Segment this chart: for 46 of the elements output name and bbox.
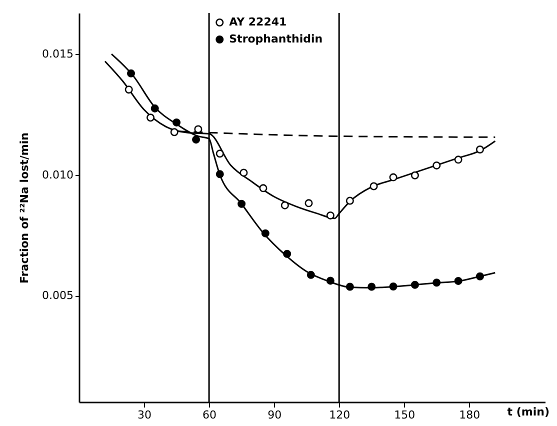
x-tick-label: 150 — [394, 408, 416, 422]
point — [304, 199, 313, 208]
point — [370, 182, 378, 190]
y-tick-label: 0.010 — [42, 168, 74, 182]
point — [326, 211, 334, 220]
point — [240, 168, 248, 177]
point — [454, 156, 462, 164]
legend-label: AY 22241 — [229, 16, 287, 28]
point — [476, 272, 484, 280]
point — [216, 150, 224, 158]
x-tick-label: 60 — [202, 408, 217, 422]
point — [170, 128, 178, 136]
point — [346, 196, 354, 205]
y-axis-title: Fraction of ²²Na lost/min — [18, 132, 32, 284]
point — [261, 229, 270, 238]
point — [192, 136, 200, 144]
point — [389, 173, 398, 182]
point — [280, 201, 289, 210]
y-tick-label: 0.015 — [42, 48, 74, 61]
point — [432, 161, 441, 170]
point — [410, 280, 419, 289]
point — [346, 282, 354, 291]
point — [389, 282, 398, 291]
point — [283, 250, 292, 258]
point — [216, 170, 224, 178]
x-tick-label: 180 — [459, 408, 480, 422]
point — [172, 118, 181, 126]
point — [146, 114, 155, 122]
x-tick-label: 90 — [268, 408, 282, 422]
point — [432, 278, 441, 287]
point — [150, 104, 159, 112]
point — [326, 276, 334, 285]
point — [238, 200, 246, 208]
x-tick-label: 30 — [138, 408, 152, 422]
point — [127, 69, 136, 78]
point — [476, 146, 484, 154]
point — [259, 184, 268, 192]
point — [410, 171, 419, 180]
x-tick-label: 120 — [329, 408, 350, 422]
point — [368, 282, 376, 291]
point — [306, 270, 315, 279]
legend-label: Strophanthidin — [229, 32, 323, 46]
point — [454, 276, 462, 285]
point — [124, 86, 133, 94]
y-tick-label: 0.005 — [42, 289, 74, 302]
x-axis-title: t (min) — [507, 406, 550, 418]
